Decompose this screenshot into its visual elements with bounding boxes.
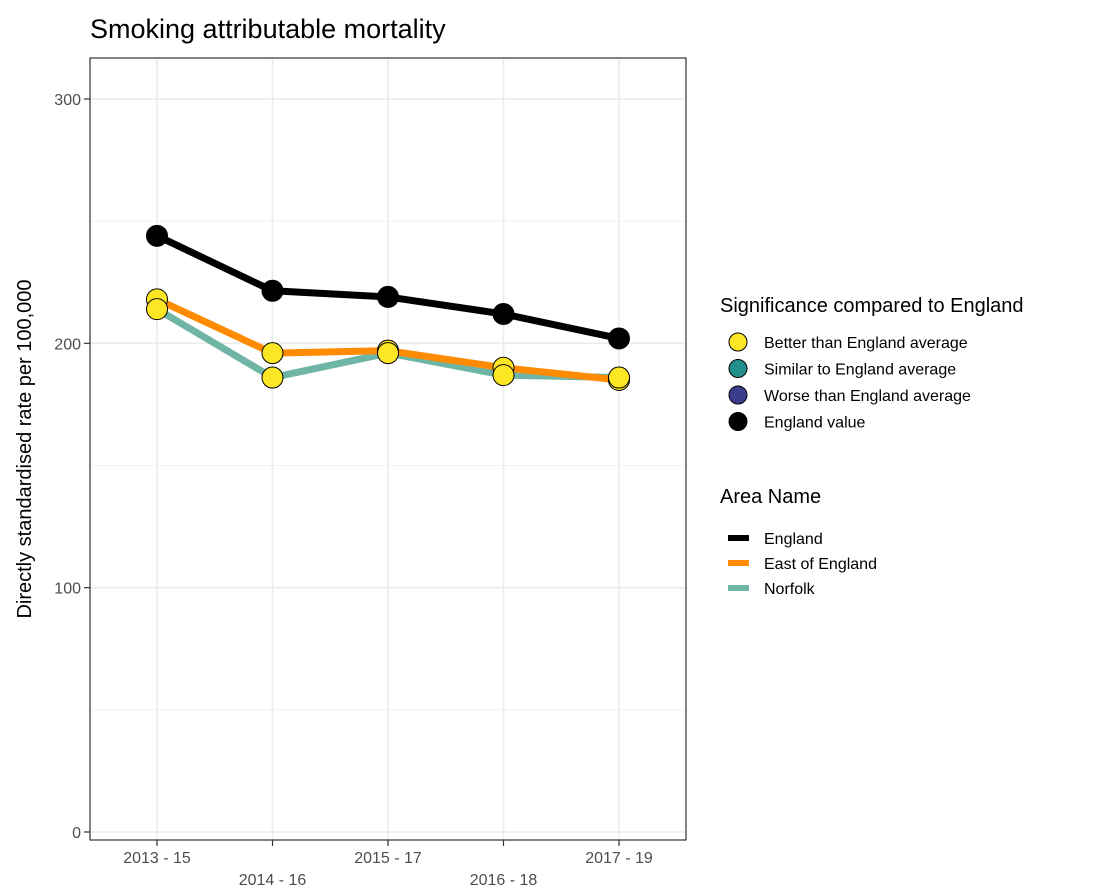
- data-point: [377, 285, 399, 308]
- plot-panel: [89, 57, 687, 841]
- legend-label: Better than England average: [764, 335, 968, 352]
- x-axis: 2013 - 15 2014 - 16 2015 - 17 2016 - 18 2017…: [123, 840, 653, 889]
- data-point: [608, 366, 630, 389]
- series-points: [146, 224, 630, 391]
- legend-title: Area Name: [720, 486, 821, 508]
- legend-key: [728, 385, 748, 405]
- y-tick-label: 300: [54, 92, 81, 109]
- legend-label: Worse than England average: [764, 388, 971, 405]
- legend-label: Similar to England average: [764, 362, 956, 379]
- legend-title: Significance compared to England: [720, 295, 1024, 317]
- data-point: [261, 342, 284, 365]
- legend-label: East of England: [764, 556, 877, 573]
- chart-title: Smoking attributable mortality: [90, 14, 446, 44]
- data-point: [261, 279, 284, 302]
- data-point: [377, 342, 399, 365]
- y-tick-label: 100: [54, 581, 81, 598]
- legend: Significance compared to England Better t…: [720, 295, 1024, 598]
- data-point: [492, 303, 515, 326]
- data-point: [261, 366, 284, 389]
- x-tick-label: 2013 - 15: [123, 850, 191, 867]
- legend-key: [728, 412, 748, 431]
- data-point: [608, 327, 630, 350]
- y-tick-label: 200: [54, 336, 81, 353]
- legend-label: England: [764, 531, 823, 548]
- major-gridlines: [90, 58, 686, 840]
- data-point: [492, 364, 515, 387]
- y-axis-title: Directly standardised rate per 100,000: [14, 279, 36, 618]
- data-point: [146, 224, 168, 247]
- legend-key: [728, 359, 748, 378]
- x-tick-label: 2017 - 19: [585, 850, 653, 867]
- y-axis: 0 100 200 300: [54, 92, 90, 842]
- legend-key: [728, 332, 748, 352]
- y-tick-label: 0: [72, 825, 81, 842]
- x-tick-label: 2014 - 16: [239, 872, 307, 889]
- x-tick-label: 2016 - 18: [470, 872, 538, 889]
- legend-label: Norfolk: [764, 581, 816, 598]
- data-point: [146, 298, 168, 321]
- x-tick-label: 2015 - 17: [354, 850, 422, 867]
- legend-label: England value: [764, 415, 866, 432]
